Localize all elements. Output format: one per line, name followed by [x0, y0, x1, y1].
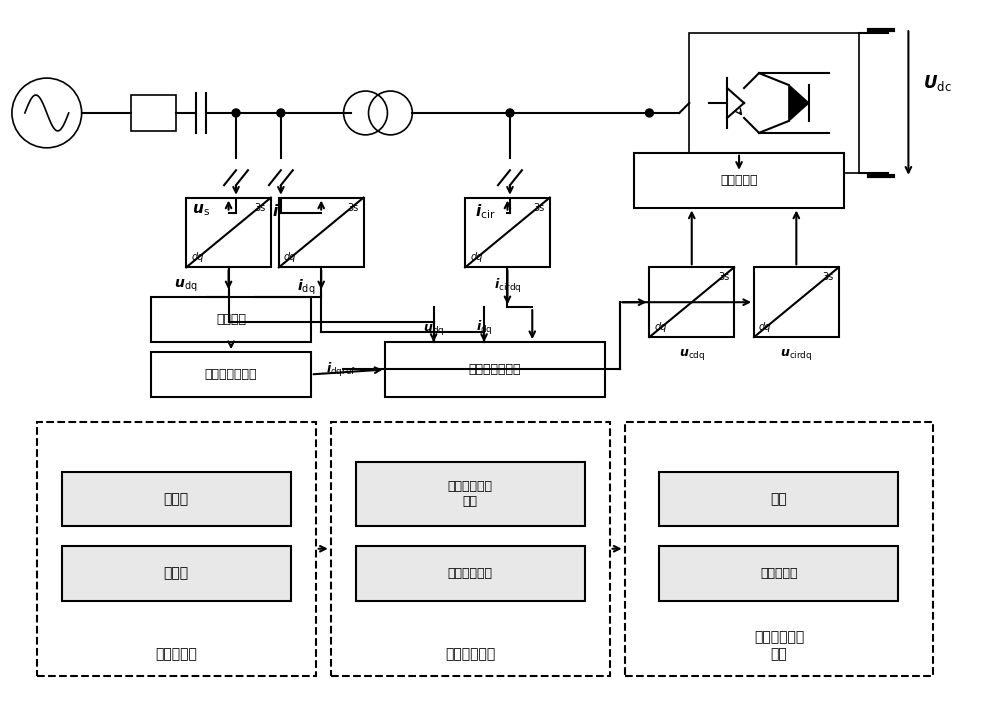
FancyBboxPatch shape: [465, 198, 550, 267]
Text: 3s: 3s: [822, 272, 834, 283]
Text: $\bfit{u}_\mathrm{cdq}$: $\bfit{u}_\mathrm{cdq}$: [679, 347, 705, 362]
FancyBboxPatch shape: [385, 342, 605, 397]
Text: 3s: 3s: [347, 203, 359, 213]
Text: $\bfit{i}$: $\bfit{i}$: [272, 203, 280, 219]
Circle shape: [232, 109, 240, 117]
Text: 内环基频电流
控制: 内环基频电流 控制: [448, 480, 493, 508]
Text: 外环功率控制器: 外环功率控制器: [205, 368, 257, 381]
FancyBboxPatch shape: [659, 471, 898, 526]
FancyBboxPatch shape: [279, 198, 364, 267]
Text: $\bfit{U}_\mathrm{dc}$: $\bfit{U}_\mathrm{dc}$: [923, 73, 952, 93]
Text: dq: dq: [654, 322, 667, 332]
FancyBboxPatch shape: [331, 422, 610, 676]
Text: 3s: 3s: [534, 203, 545, 213]
Text: 3s: 3s: [718, 272, 729, 283]
Text: 内环电流控制器: 内环电流控制器: [469, 363, 521, 376]
Text: 系统级控制: 系统级控制: [155, 646, 197, 661]
Text: dq: dq: [284, 252, 296, 262]
Text: 调制: 调制: [771, 492, 787, 506]
Text: dq: dq: [191, 252, 204, 262]
Text: dq: dq: [759, 322, 771, 332]
Text: $\bfit{i}_\mathrm{cir}$: $\bfit{i}_\mathrm{cir}$: [475, 203, 495, 221]
Text: $\bfit{i}_\mathrm{cirdq}$: $\bfit{i}_\mathrm{cirdq}$: [494, 277, 521, 295]
Text: $\bfit{i}_\mathrm{dq}$: $\bfit{i}_\mathrm{dq}$: [297, 277, 315, 297]
FancyBboxPatch shape: [131, 95, 176, 131]
FancyBboxPatch shape: [754, 267, 839, 337]
FancyBboxPatch shape: [356, 546, 585, 601]
Circle shape: [506, 109, 514, 117]
Text: 环流抑制控制: 环流抑制控制: [448, 567, 493, 580]
FancyBboxPatch shape: [151, 352, 311, 397]
Text: $\bfit{u}_\mathrm{dq}$: $\bfit{u}_\mathrm{dq}$: [423, 322, 444, 337]
Text: $\bfit{i}_\mathrm{dq}$: $\bfit{i}_\mathrm{dq}$: [476, 319, 492, 337]
Text: 脉冲调制器: 脉冲调制器: [720, 174, 758, 187]
Text: $\bfit{u}_\mathrm{dq}$: $\bfit{u}_\mathrm{dq}$: [174, 277, 198, 293]
FancyBboxPatch shape: [151, 297, 311, 342]
FancyBboxPatch shape: [649, 267, 734, 337]
Text: $\bfit{u}_\mathrm{cirdq}$: $\bfit{u}_\mathrm{cirdq}$: [780, 347, 812, 362]
Text: 3s: 3s: [255, 203, 266, 213]
Text: 定电压: 定电压: [164, 567, 189, 581]
FancyBboxPatch shape: [659, 546, 898, 601]
FancyBboxPatch shape: [356, 461, 585, 526]
Text: $\bfit{i}_\mathrm{dqref}$: $\bfit{i}_\mathrm{dqref}$: [326, 361, 356, 379]
Text: $\bfit{u}_\mathrm{s}$: $\bfit{u}_\mathrm{s}$: [192, 203, 210, 219]
Text: 子模块均压: 子模块均压: [760, 567, 798, 580]
Text: dq: dq: [470, 252, 483, 262]
Polygon shape: [789, 85, 809, 121]
Text: 换流器级控制: 换流器级控制: [445, 646, 495, 661]
Circle shape: [277, 109, 285, 117]
FancyBboxPatch shape: [186, 198, 271, 267]
Circle shape: [645, 109, 653, 117]
Text: 瞬时功率: 瞬时功率: [216, 313, 246, 326]
FancyBboxPatch shape: [625, 422, 933, 676]
Text: 定功率: 定功率: [164, 492, 189, 506]
FancyBboxPatch shape: [634, 153, 844, 208]
FancyBboxPatch shape: [62, 546, 291, 601]
Text: 换流器阀组级
控制: 换流器阀组级 控制: [754, 631, 804, 661]
FancyBboxPatch shape: [689, 33, 859, 173]
FancyBboxPatch shape: [37, 422, 316, 676]
FancyBboxPatch shape: [62, 471, 291, 526]
